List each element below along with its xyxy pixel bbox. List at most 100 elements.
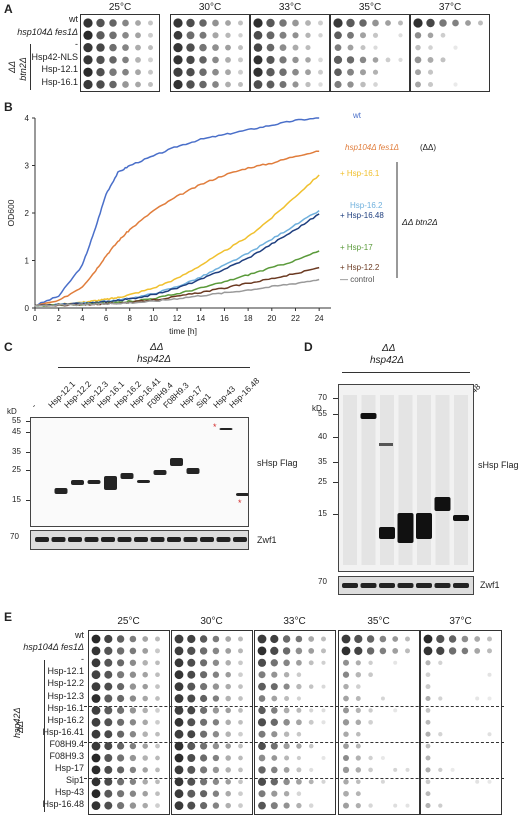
band-c-8 (170, 458, 183, 466)
x-tick-label: 22 (291, 314, 300, 323)
loading-band-d-1 (360, 583, 377, 588)
marker-d-55: 55 (318, 409, 327, 418)
band-d-4 (416, 513, 432, 539)
panel-c-loading-blot (30, 530, 249, 550)
row-label-e-8: Hsp-16.41 (42, 726, 84, 737)
series-line-7 (34, 278, 320, 307)
lane-smear-d-1 (361, 395, 376, 565)
marker-c-55: 55 (12, 416, 21, 425)
panel-b-label: B (4, 100, 13, 114)
series-label-3: Hsp-16.2 (350, 201, 383, 210)
lane-smear-d-5 (435, 395, 450, 565)
chart-axes (34, 118, 331, 309)
row-label-3: Hsp42-NLS (31, 51, 78, 62)
row-label-e-6: Hsp-16.1 (47, 702, 84, 713)
band-c-3 (87, 480, 101, 484)
spot-plate-colonies (423, 634, 492, 809)
band-c-5 (120, 473, 134, 479)
marker-tick-c (26, 470, 31, 471)
row-label-e-13: Hsp-43 (54, 787, 84, 798)
row-label-e-2: - (81, 654, 84, 665)
band-c-7 (153, 470, 167, 475)
marker-tick-d (333, 514, 338, 515)
row-label-2: - (75, 39, 78, 49)
series-label-7: — control (340, 275, 374, 284)
spot-plate-2 (170, 14, 250, 92)
spot-plate-colonies (333, 18, 403, 89)
panel-d-loading-bands (342, 583, 469, 588)
loading-band-c-11 (216, 537, 231, 542)
spot-plate-5 (420, 630, 502, 815)
panel-c-loading-bands (35, 537, 247, 542)
panel-d-loading-blot (338, 576, 474, 595)
panel-d-header-hsp42: hsp42Δ (370, 355, 404, 366)
loading-band-c-7 (150, 537, 165, 542)
loading-band-d-4 (416, 583, 432, 588)
spot-plate-4 (330, 14, 410, 92)
x-tick-label: 14 (196, 314, 205, 323)
panel-c-blot-bands: ** (54, 422, 249, 508)
x-tick-label: 2 (56, 314, 61, 323)
spot-plate-colonies (341, 634, 410, 809)
spot-plate-colonies (257, 634, 326, 810)
panel-d-header-line (342, 372, 470, 373)
panel-a-group-label-btn2: btn2Δ (18, 57, 28, 81)
series-label-6: + Hsp-12.2 (340, 263, 380, 272)
band-c-4 (104, 476, 117, 490)
band-d-6 (453, 515, 469, 521)
x-tick-label: 4 (80, 314, 85, 323)
panel-c-kd-label: kD (7, 407, 17, 416)
row-label-e-0: wt (75, 630, 84, 640)
band-d-2 (379, 527, 395, 539)
lane-smear-d-2 (380, 395, 394, 565)
y-tick-label: 1 (25, 257, 30, 266)
panel-c-blot-label: sHsp Flag (257, 458, 298, 468)
spot-plate-colonies (83, 18, 153, 90)
temp-header-0: 25°C (108, 2, 132, 13)
series-label-1: hsp104Δ fes1Δ (345, 143, 399, 152)
marker-d-70: 70 (318, 393, 327, 402)
panel-d-marker-70: 70 (318, 577, 327, 586)
loading-band-d-2 (379, 583, 395, 588)
lane-label-c-0: - (28, 400, 38, 410)
marker-tick-c (26, 421, 31, 422)
spot-plate-1 (88, 630, 170, 815)
marker-tick-c (26, 432, 31, 433)
spot-plate-4 (338, 630, 420, 815)
panel-c-loading-label: Zwf1 (257, 535, 277, 545)
loading-band-c-1 (51, 537, 66, 542)
series-label-5: + Hsp-17 (340, 243, 373, 252)
panel-c-header-line (58, 367, 250, 368)
x-tick-label: 8 (127, 314, 132, 323)
loading-band-c-12 (233, 537, 247, 542)
lane-smear-d-0 (343, 395, 357, 565)
marker-c-35: 35 (12, 447, 21, 456)
panel-d-label: D (304, 340, 313, 354)
row-label-e-5: Hsp-12.3 (47, 690, 84, 701)
group-separator-0 (84, 706, 504, 707)
spot-plate-1 (80, 14, 160, 92)
band-c-2 (71, 480, 84, 485)
panel-c-blot: * * (30, 417, 249, 527)
row-label-e-10: F08H9.3 (49, 751, 84, 761)
x-tick-label: 16 (220, 314, 229, 323)
loading-band-c-9 (183, 537, 198, 542)
temp-header-e-3: 35°C (367, 616, 390, 627)
asterisk-2: * (238, 498, 242, 508)
y-axis-label: OD600 (6, 199, 16, 226)
marker-c-25: 25 (12, 465, 21, 474)
row-label-4: Hsp-12.1 (41, 64, 78, 74)
spot-plate-colonies (413, 18, 483, 88)
series-label-4: + Hsp-16.48 (340, 211, 384, 220)
loading-band-c-0 (35, 537, 49, 542)
temp-header-4: 37°C (438, 2, 462, 13)
lane-smear-d-6 (454, 395, 468, 565)
panel-c-marker-70: 70 (10, 532, 19, 541)
band-d-1 (360, 413, 377, 419)
row-label-e-1: hsp104Δ fes1Δ (23, 642, 84, 653)
row-label-5: Hsp-16.1 (41, 76, 78, 87)
row-label-e-9: F08H9.4 (49, 738, 84, 749)
band-c-12 (236, 493, 249, 496)
temp-header-3: 35°C (358, 2, 382, 13)
